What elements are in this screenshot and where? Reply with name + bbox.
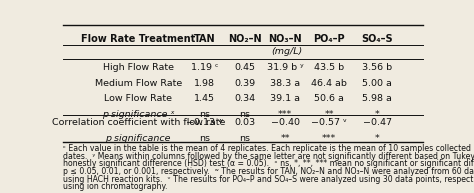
Text: Low Flow Rate: Low Flow Rate	[104, 95, 172, 103]
Text: p significance: p significance	[106, 134, 171, 143]
Text: *: *	[374, 110, 379, 119]
Text: ns: ns	[239, 134, 250, 143]
Text: **: **	[325, 110, 334, 119]
Text: NO₂–N: NO₂–N	[228, 34, 262, 44]
Text: honestly significant difference (HSD) test (α = 0.05).  ˣ ns, *, **, *** mean no: honestly significant difference (HSD) te…	[63, 159, 474, 168]
Text: 46.4 ab: 46.4 ab	[311, 79, 347, 88]
Text: 0.45: 0.45	[234, 63, 255, 72]
Text: using ion chromatography.: using ion chromatography.	[63, 182, 167, 191]
Text: −0.47: −0.47	[363, 118, 392, 127]
Text: 1.45: 1.45	[194, 95, 215, 103]
Text: ***: ***	[322, 134, 337, 143]
Text: 43.5 b: 43.5 b	[314, 63, 344, 72]
Text: High Flow Rate: High Flow Rate	[103, 63, 174, 72]
Text: 0.03: 0.03	[234, 118, 255, 127]
Text: −0.40: −0.40	[271, 118, 300, 127]
Text: 5.98 a: 5.98 a	[362, 95, 392, 103]
Text: Flow Rate Treatment: Flow Rate Treatment	[81, 34, 195, 44]
Text: 5.00 a: 5.00 a	[362, 79, 392, 88]
Text: 38.3 a: 38.3 a	[270, 79, 300, 88]
Text: ns: ns	[199, 134, 210, 143]
Text: p ≤ 0.05, 0.01, or 0.001, respectively.  ʷ The results for TAN, NO₂–N and NO₃–N : p ≤ 0.05, 0.01, or 0.001, respectively. …	[63, 167, 474, 176]
Text: 39.1 a: 39.1 a	[270, 95, 300, 103]
Text: −0.13 ʷ: −0.13 ʷ	[186, 118, 223, 127]
Text: p significance ˣ: p significance ˣ	[102, 110, 174, 119]
Text: dates.  ʸ Means within columns followed by the same letter are not significantly: dates. ʸ Means within columns followed b…	[63, 152, 474, 161]
Text: 1.98: 1.98	[194, 79, 215, 88]
Text: ᶜ Each value in the table is the mean of 4 replicates. Each replicate is the mea: ᶜ Each value in the table is the mean of…	[63, 144, 474, 153]
Text: 0.39: 0.39	[234, 79, 255, 88]
Text: 1.19 ᶜ: 1.19 ᶜ	[191, 63, 218, 72]
Text: 3.56 b: 3.56 b	[362, 63, 392, 72]
Text: using HACH reaction kits.  ᵛ The results for PO₄–P and SO₄–S were analyzed using: using HACH reaction kits. ᵛ The results …	[63, 175, 474, 184]
Text: PO₄–P: PO₄–P	[313, 34, 345, 44]
Text: TAN: TAN	[193, 34, 215, 44]
Text: 0.34: 0.34	[234, 95, 255, 103]
Text: −0.57 ᵛ: −0.57 ᵛ	[311, 118, 347, 127]
Text: *: *	[374, 134, 379, 143]
Text: **: **	[281, 134, 290, 143]
Text: SO₄–S: SO₄–S	[361, 34, 393, 44]
Text: Medium Flow Rate: Medium Flow Rate	[95, 79, 182, 88]
Text: ns: ns	[239, 110, 250, 119]
Text: 31.9 b ʸ: 31.9 b ʸ	[267, 63, 303, 72]
Text: NO₃–N: NO₃–N	[268, 34, 302, 44]
Text: 50.6 a: 50.6 a	[314, 95, 344, 103]
Text: (mg/L): (mg/L)	[272, 47, 302, 56]
Text: ***: ***	[278, 110, 292, 119]
Text: ns: ns	[199, 110, 210, 119]
Text: Correlation coefficient with flow rate: Correlation coefficient with flow rate	[52, 118, 225, 127]
